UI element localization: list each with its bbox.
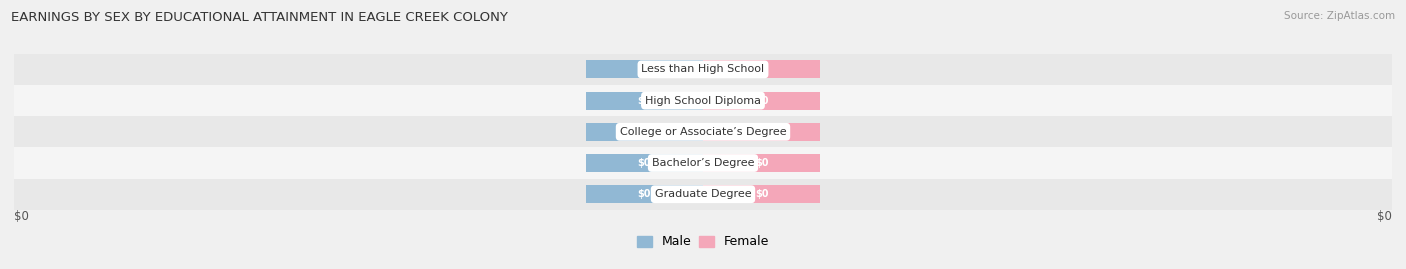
Bar (703, 91, 820, 110)
Text: Source: ZipAtlas.com: Source: ZipAtlas.com (1284, 11, 1395, 21)
Text: $0: $0 (638, 95, 651, 106)
Text: $0: $0 (755, 95, 768, 106)
Text: Less than High School: Less than High School (641, 64, 765, 75)
Bar (14, 147, 1392, 179)
Bar (703, 60, 820, 79)
Text: $0: $0 (1376, 210, 1392, 224)
Legend: Male, Female: Male, Female (631, 231, 775, 253)
Bar (14, 116, 1392, 147)
Text: $0: $0 (638, 127, 651, 137)
Text: $0: $0 (755, 189, 768, 199)
Text: Graduate Degree: Graduate Degree (655, 189, 751, 199)
Bar (703, 154, 820, 172)
Bar (14, 179, 1392, 210)
Bar (586, 60, 703, 79)
Text: $0: $0 (755, 64, 768, 75)
Bar (586, 123, 703, 141)
Bar (14, 85, 1392, 116)
Bar (586, 91, 703, 110)
Bar (703, 185, 820, 203)
Bar (586, 154, 703, 172)
Text: EARNINGS BY SEX BY EDUCATIONAL ATTAINMENT IN EAGLE CREEK COLONY: EARNINGS BY SEX BY EDUCATIONAL ATTAINMEN… (11, 11, 508, 24)
Text: $0: $0 (638, 64, 651, 75)
Text: College or Associate’s Degree: College or Associate’s Degree (620, 127, 786, 137)
Bar (586, 185, 703, 203)
Text: $0: $0 (638, 189, 651, 199)
Text: $0: $0 (14, 210, 30, 224)
Text: $0: $0 (755, 127, 768, 137)
Text: $0: $0 (755, 158, 768, 168)
Bar (703, 123, 820, 141)
Text: Bachelor’s Degree: Bachelor’s Degree (652, 158, 754, 168)
Text: High School Diploma: High School Diploma (645, 95, 761, 106)
Bar (14, 54, 1392, 85)
Text: $0: $0 (638, 158, 651, 168)
